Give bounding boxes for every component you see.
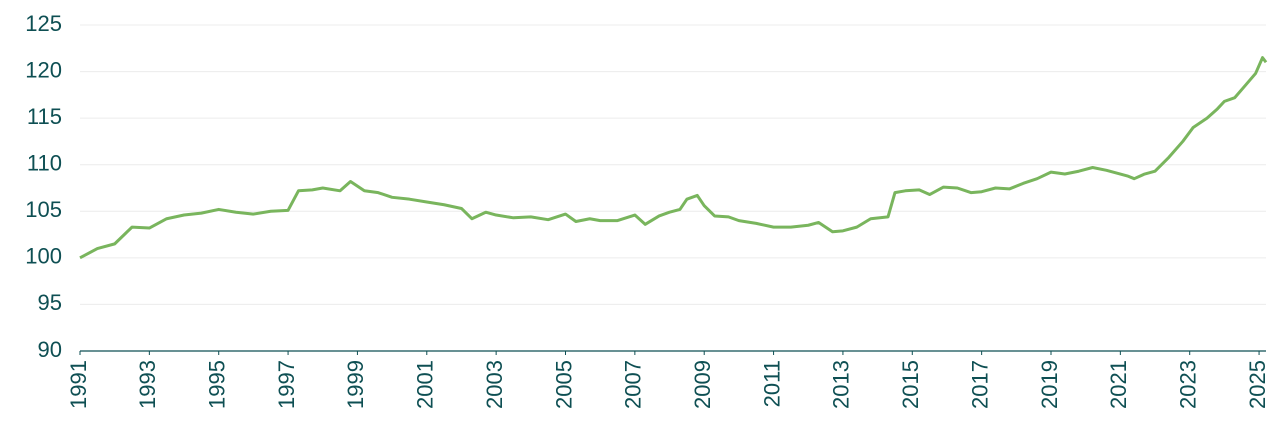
x-tick-label: 2001	[413, 360, 438, 409]
y-tick-label: 110	[27, 151, 62, 176]
x-tick-label: 1995	[205, 360, 230, 409]
x-tick-label: 2013	[829, 360, 854, 409]
x-tick-label: 2025	[1245, 360, 1270, 409]
x-tick-label: 1999	[343, 360, 368, 409]
y-tick-label: 120	[25, 57, 62, 82]
y-tick-label: 115	[27, 104, 62, 129]
x-tick-label: 2005	[551, 360, 576, 409]
x-tick-label: 1997	[274, 360, 299, 409]
x-tick-label: 2021	[1106, 360, 1131, 409]
y-tick-label: 100	[25, 244, 62, 269]
x-tick-label: 2015	[898, 360, 923, 409]
data-line	[79, 56, 1268, 260]
x-tick-label: 1991	[66, 360, 91, 409]
y-tick-label: 125	[25, 11, 62, 36]
x-tick-label: 2019	[1037, 360, 1062, 409]
x-tick-label: 2007	[621, 360, 646, 409]
x-tick-label: 1993	[135, 360, 160, 409]
x-tick-label: 2003	[482, 360, 507, 409]
x-tick-label: 2011	[759, 360, 784, 407]
y-tick-label: 105	[25, 197, 62, 222]
y-tick-label: 95	[38, 290, 62, 315]
x-tick-label: 2017	[967, 360, 992, 409]
y-tick-label: 90	[38, 337, 62, 362]
x-tick-label: 2009	[690, 360, 715, 409]
x-tick-label: 2023	[1176, 360, 1201, 409]
